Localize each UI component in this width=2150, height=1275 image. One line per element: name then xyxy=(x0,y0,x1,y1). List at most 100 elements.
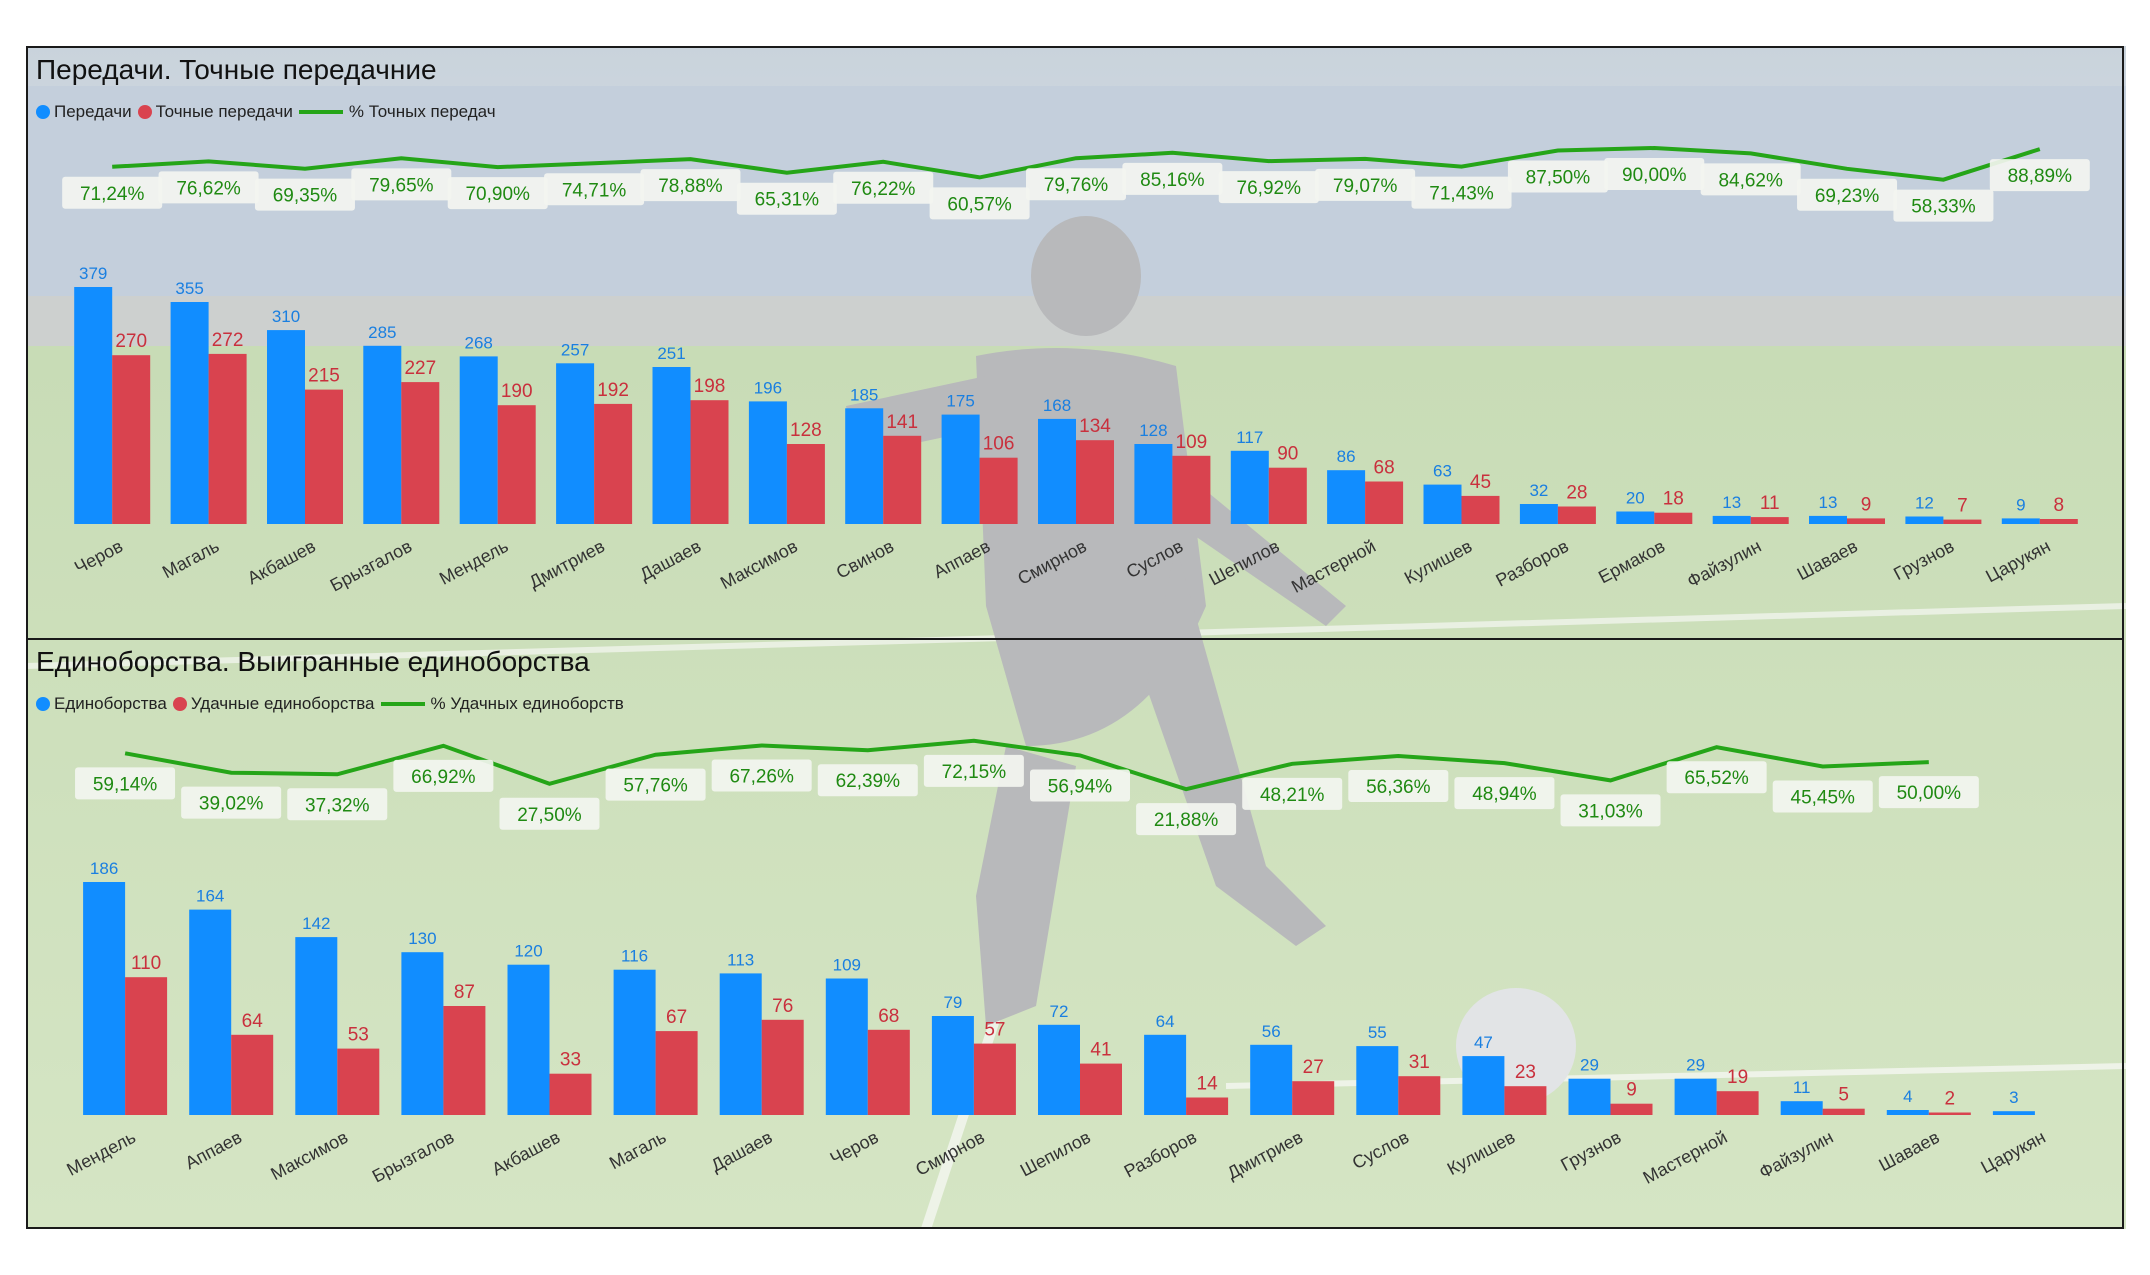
passes-category-label: Шепилов xyxy=(1206,536,1283,590)
duels-bar-part xyxy=(867,1029,910,1115)
duels-category-label: Черов xyxy=(827,1127,882,1169)
passes-category-label: Разборов xyxy=(1492,536,1571,591)
passes-bar-total xyxy=(748,401,787,524)
duels-bar-part xyxy=(761,1019,804,1115)
passes-bar-total xyxy=(1519,504,1558,524)
duels-percent-label-box xyxy=(1136,803,1237,836)
passes-chart-title: Передачи. Точные передачние xyxy=(36,54,437,85)
duels-data-label-part: 41 xyxy=(1090,1040,1111,1061)
duels-chart-plot: 59,14% 39,02% 37,32% 66,92% 27,50% 57,76% 67,2… xyxy=(63,738,2049,1188)
duels-percent-label-box xyxy=(1242,777,1343,810)
duels-bar-total xyxy=(507,964,550,1115)
passes-percent-label: 90,00% xyxy=(1604,158,1705,190)
duels-bar-part xyxy=(655,1031,698,1115)
passes-bar-part xyxy=(112,355,151,524)
duels-chart-panel: Единоборства. Выигранные единоборства Ед… xyxy=(26,638,2124,1229)
duels-category-label: Мендель xyxy=(63,1127,139,1180)
legend-item-passes[interactable]: Передачи xyxy=(36,102,132,122)
duels-percent-label-box xyxy=(75,767,176,800)
duels-bar-total xyxy=(1780,1101,1823,1115)
duels-bar-part xyxy=(973,1043,1016,1115)
duels-data-label-part: 110 xyxy=(131,953,161,974)
passes-category-label: Кулишев xyxy=(1401,536,1475,588)
duels-category-label: Смирнов xyxy=(912,1127,988,1180)
passes-bar-total xyxy=(1134,444,1173,524)
legend-label-won-duels: Удачные единоборства xyxy=(190,694,375,713)
passes-percent-label-text: 79,65% xyxy=(369,175,434,196)
legend-label-accurate-percent: % Точных передач xyxy=(348,102,496,121)
duels-percent-label-text: 48,21% xyxy=(1260,785,1325,806)
duels-category-label: Царукян xyxy=(1977,1127,2048,1178)
duels-bar-total xyxy=(1462,1056,1505,1115)
passes-percent-label-text: 65,31% xyxy=(755,190,820,211)
legend-item-won-percent[interactable]: % Удачных единоборств xyxy=(380,694,624,714)
passes-bar-total xyxy=(170,302,209,524)
passes-category-label: Файзулин xyxy=(1684,536,1765,592)
passes-bar-total xyxy=(1230,450,1269,524)
legend-swatch-accurate-percent xyxy=(298,110,343,114)
passes-percent-label-text: 74,71% xyxy=(562,180,627,201)
passes-percent-label-text: 60,57% xyxy=(947,194,1012,215)
duels-data-label-total: 55 xyxy=(1368,1023,1387,1042)
duels-category-label: Кулишев xyxy=(1444,1127,1518,1179)
passes-bar-total xyxy=(941,414,980,524)
duels-data-label-total: 109 xyxy=(833,956,861,975)
duels-data-label-total: 47 xyxy=(1474,1033,1493,1052)
duels-data-label-part: 57 xyxy=(984,1020,1005,1041)
passes-data-label-total: 185 xyxy=(850,385,878,404)
duels-percent-label-box xyxy=(1454,777,1555,810)
duels-category-label: Магаль xyxy=(606,1127,669,1173)
passes-bar-total xyxy=(1809,515,1847,524)
duels-percent-label-box xyxy=(499,797,600,830)
duels-percent-label-text: 37,32% xyxy=(305,795,370,816)
passes-bar-part xyxy=(1943,519,1982,524)
passes-percent-label-box xyxy=(833,171,934,204)
duels-data-label-total: 120 xyxy=(514,942,542,961)
passes-data-label-part: 45 xyxy=(1470,472,1491,493)
legend-item-won-duels[interactable]: Удачные единоборства xyxy=(172,694,375,714)
duels-category-label: Аппаев xyxy=(182,1127,245,1173)
legend-label-accurate-passes: Точные передачи xyxy=(155,102,293,121)
duels-category-label: Грузнов xyxy=(1557,1127,1624,1175)
duels-data-label-part: 64 xyxy=(242,1011,264,1032)
passes-data-label-part: 9 xyxy=(1861,494,1872,515)
passes-data-label-total: 175 xyxy=(946,392,974,411)
duels-bar-total xyxy=(1250,1044,1293,1115)
legend-label-won-percent: % Удачных единоборств xyxy=(430,694,624,713)
duels-percent-label-text: 56,36% xyxy=(1366,777,1431,798)
passes-category-label: Свинов xyxy=(833,536,897,583)
legend-item-duels[interactable]: Единоборства xyxy=(36,694,167,714)
passes-bar-part xyxy=(208,353,247,524)
passes-percent-line xyxy=(112,145,2041,182)
duels-bar-part xyxy=(1398,1076,1441,1115)
legend-swatch-won-percent xyxy=(380,702,425,706)
passes-percent-label: 58,33% xyxy=(1893,189,1994,222)
passes-percent-label-box xyxy=(1315,168,1416,201)
duels-bar-total xyxy=(1992,1111,2035,1115)
passes-percent-label-box xyxy=(1700,163,1801,196)
legend-item-accurate-percent[interactable]: % Точных передач xyxy=(298,102,496,122)
passes-percent-label-text: 76,22% xyxy=(851,179,916,200)
passes-category-label: Ермаков xyxy=(1595,536,1668,587)
duels-category-label: Дмитриев xyxy=(1224,1127,1306,1183)
duels-percent-label-text: 62,39% xyxy=(836,771,901,792)
passes-percent-label-text: 79,07% xyxy=(1333,176,1398,197)
passes-bar-part xyxy=(497,405,536,524)
passes-percent-label-box xyxy=(158,171,259,204)
passes-percent-label: 70,90% xyxy=(447,177,548,210)
passes-data-label-total: 355 xyxy=(175,279,203,298)
passes-data-label-total: 128 xyxy=(1139,421,1167,440)
passes-bar-total xyxy=(363,345,402,524)
legend-item-accurate-passes[interactable]: Точные передачи xyxy=(137,102,293,122)
duels-percent-label: 56,36% xyxy=(1348,770,1449,802)
duels-bar-part xyxy=(125,977,168,1115)
passes-bar-part xyxy=(883,435,922,524)
duels-data-label-total: 164 xyxy=(196,887,224,906)
passes-bar-total xyxy=(845,408,884,524)
duels-percent-label: 66,92% xyxy=(393,759,494,792)
duels-data-label-part: 23 xyxy=(1515,1062,1536,1083)
passes-bar-part xyxy=(1365,481,1404,524)
duels-percent-label-box xyxy=(393,759,494,792)
passes-data-label-part: 68 xyxy=(1374,458,1395,479)
passes-data-label-part: 227 xyxy=(404,358,436,379)
